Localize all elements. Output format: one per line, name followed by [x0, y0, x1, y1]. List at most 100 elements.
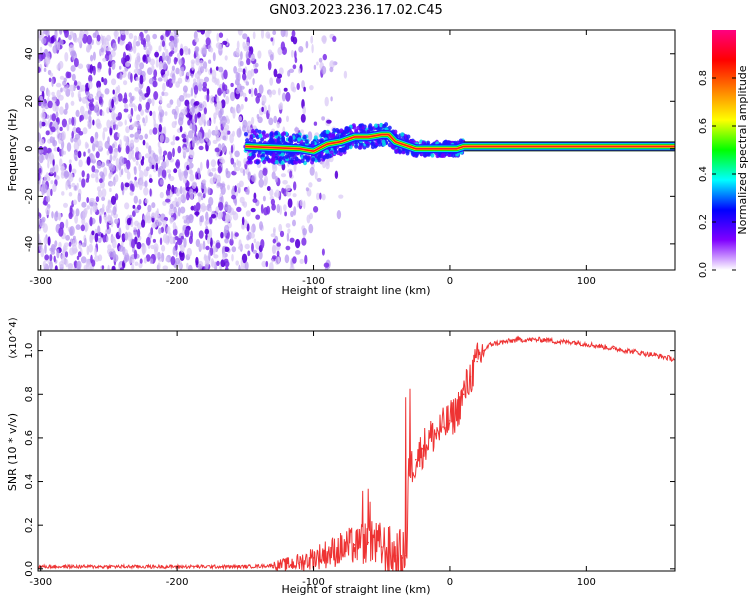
spectrogram-noise-speck — [237, 67, 243, 73]
spectrogram-noise-speck — [295, 250, 301, 255]
spectrogram-noise-speck — [250, 232, 255, 239]
spectrogram-signal-speck — [297, 137, 302, 142]
spectrogram-noise-speck — [197, 131, 203, 141]
snr-data-point — [653, 354, 656, 356]
spectrogram-noise-speck — [277, 47, 283, 56]
spectrogram-noise-speck — [236, 40, 240, 50]
spectrogram-noise-speck — [113, 148, 118, 159]
spectrogram-noise-speck — [165, 235, 170, 245]
spectrogram-noise-speck — [63, 150, 66, 155]
spectrogram-noise-speck — [92, 203, 98, 213]
spectrogram-signal-speck — [294, 156, 299, 162]
spectrogram-noise-speck — [45, 206, 51, 216]
spectrogram-noise-speck — [217, 87, 222, 96]
spectrogram-noise-speck — [63, 242, 70, 247]
spectrogram-noise-speck — [75, 208, 80, 217]
spectrogram-noise-speck — [165, 257, 170, 262]
spectrogram-noise-speck — [194, 113, 198, 124]
spectrogram-noise-speck — [58, 261, 64, 268]
spectrogram-noise-speck — [169, 236, 174, 245]
spectrogram-noise-speck — [186, 71, 191, 77]
spectrogram-noise-speck — [195, 256, 199, 266]
spectrogram-noise-speck — [102, 130, 106, 141]
spectrogram-noise-speck — [202, 240, 206, 250]
spectrogram-noise-speck — [278, 223, 283, 233]
snr-data-point — [585, 343, 588, 345]
spectrogram-noise-speck — [188, 264, 193, 270]
spectrogram-noise-speck — [87, 122, 91, 130]
spectrogram-noise-speck — [234, 78, 240, 86]
spectrogram-noise-speck — [59, 75, 65, 80]
spectrogram-signal-speck — [382, 123, 387, 129]
spectrogram-noise-speck — [226, 204, 232, 214]
spectrogram-noise-speck — [182, 85, 188, 93]
spectrogram-noise-speck — [101, 265, 105, 270]
spectrogram-noise-speck — [94, 247, 97, 257]
spectrogram-signal-speck — [325, 149, 330, 154]
spectrogram-noise-speck — [89, 103, 95, 111]
spectrogram-noise-speck — [244, 96, 248, 102]
spectrogram-noise-speck — [190, 59, 196, 65]
spectrogram-noise-speck — [251, 116, 255, 125]
spectrogram-noise-speck — [261, 94, 267, 105]
spectrogram-noise-speck — [250, 207, 256, 213]
spectrogram-noise-speck — [231, 211, 237, 215]
spectrogram-noise-speck — [44, 254, 50, 261]
spectrogram-noise-speck — [302, 106, 307, 115]
spectrogram-noise-speck — [39, 138, 45, 146]
spectrogram-noise-speck — [159, 148, 162, 158]
spectrogram-noise-speck — [215, 242, 221, 249]
spectrogram-signal-speck — [370, 144, 375, 150]
spectrogram-noise-speck — [49, 43, 53, 48]
spectrogram-noise-speck — [209, 216, 213, 225]
spectrogram-noise-speck — [106, 119, 111, 129]
spectrogram-noise-speck — [291, 30, 296, 38]
spectrogram-noise-speck — [140, 39, 146, 45]
spectrogram-noise-speck — [237, 30, 243, 36]
spectrogram-signal-speck — [245, 138, 250, 143]
spectrogram-noise-speck — [210, 159, 217, 168]
spectrogram-noise-speck — [247, 171, 251, 181]
spectrogram-noise-speck — [175, 241, 178, 251]
spectrogram-noise-speck — [269, 77, 274, 86]
spectrogram-noise-speck — [47, 161, 50, 169]
spectrogram-noise-speck — [40, 112, 46, 119]
spectrogram-noise-speck — [97, 225, 101, 234]
spectrogram-noise-speck — [65, 71, 70, 79]
spectrogram-noise-speck — [48, 77, 52, 83]
spectrogram-noise-speck — [100, 233, 104, 238]
spectrogram-noise-speck — [190, 87, 194, 97]
spectrogram-noise-speck — [209, 207, 212, 212]
spectrogram-noise-speck — [134, 132, 140, 140]
snr-data-point — [517, 338, 519, 341]
spectrogram-noise-speck — [141, 219, 146, 228]
spectrogram-noise-speck — [143, 187, 149, 196]
spectrogram-noise-speck — [234, 232, 239, 237]
spectrogram-noise-speck — [145, 34, 151, 43]
spectrogram-noise-speck — [169, 203, 174, 210]
spectrogram-noise-speck — [117, 93, 123, 102]
spectrogram-noise-speck — [58, 241, 62, 249]
colorbar-tick-label: 0.8 — [698, 70, 709, 86]
spectrogram-noise-speck — [193, 191, 197, 197]
spectrogram-noise-speck — [231, 108, 235, 114]
spectrogram-noise-speck — [126, 171, 131, 180]
spectrogram-noise-speck — [203, 76, 210, 83]
spectrogram-noise-speck — [144, 133, 148, 140]
spectrogram-noise-speck — [198, 170, 201, 180]
spectrogram-noise-speck — [198, 230, 204, 239]
spectrogram-noise-speck — [124, 119, 127, 126]
spectrogram-noise-speck — [268, 262, 274, 270]
spectrogram-signal-speck — [430, 153, 435, 158]
spectrogram-noise-speck — [62, 86, 67, 92]
spectrogram-noise-speck — [245, 188, 250, 195]
spectrogram-noise-speck — [252, 31, 256, 40]
spectrogram-noise-speck — [81, 201, 87, 208]
spectrogram-noise-speck — [272, 30, 277, 35]
spectrogram-noise-speck — [101, 77, 104, 83]
spectrogram-noise-speck — [136, 114, 141, 121]
spectrogram-noise-speck — [206, 93, 210, 103]
spectrogram-noise-speck — [253, 68, 259, 74]
spectrogram-noise-speck — [271, 255, 277, 260]
spectrogram-noise-speck — [150, 227, 154, 236]
